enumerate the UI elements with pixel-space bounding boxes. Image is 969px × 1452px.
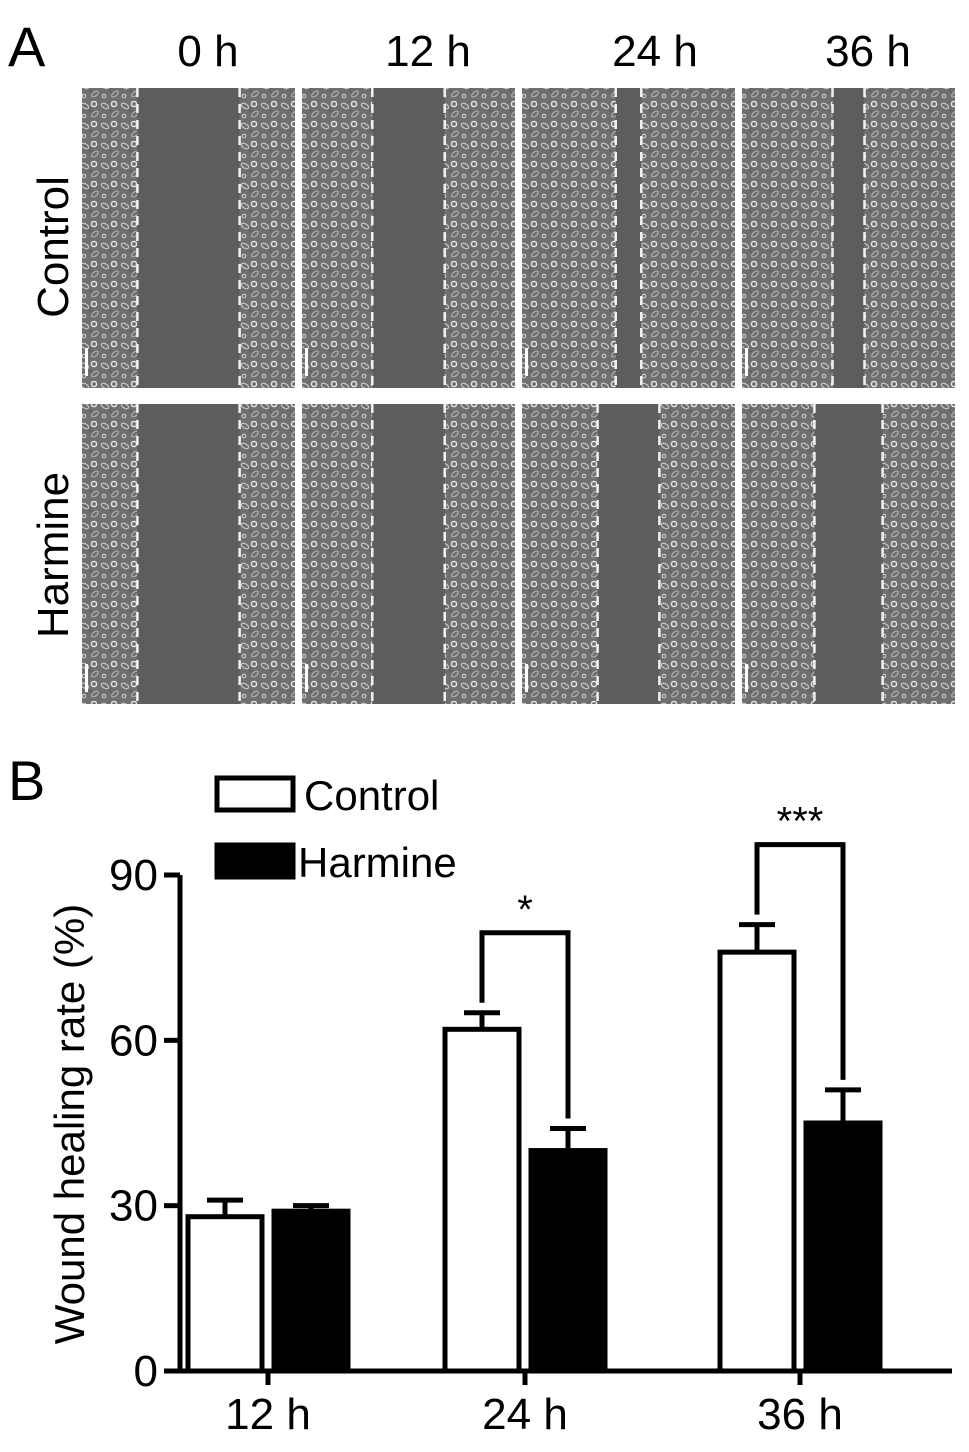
- panel-b: B Control Harmine Wound healing rate (%)…: [8, 749, 952, 1439]
- wound-gap: [597, 404, 660, 704]
- micrograph-panel: [742, 404, 955, 704]
- y-tick-label: 30: [109, 1182, 158, 1231]
- x-tick-label: 12 h: [225, 1390, 311, 1439]
- scale-bar: [745, 348, 748, 376]
- y-axis-label: Wound healing rate (%): [46, 904, 93, 1344]
- wound-gap: [832, 88, 865, 388]
- panel-a: A 0 h 12 h 24 h 36 h Control Harmine: [8, 15, 955, 704]
- legend-label-control: Control: [304, 772, 439, 819]
- bar: [185, 1214, 265, 1374]
- panel-a-label: A: [8, 15, 46, 78]
- timepoint-label: 12 h: [385, 27, 471, 76]
- micrograph-panel: [302, 404, 515, 704]
- micrograph-panel: [522, 88, 735, 388]
- timepoint-label: 24 h: [612, 27, 698, 76]
- micrograph-grid: [82, 88, 955, 704]
- scale-bar: [85, 348, 88, 376]
- bar: [717, 949, 797, 1374]
- scale-bar: [305, 348, 308, 376]
- timepoint-label: 36 h: [825, 27, 911, 76]
- scale-bar: [745, 664, 748, 692]
- y-tick-label: 60: [109, 1016, 158, 1065]
- bar: [528, 1148, 608, 1374]
- micrograph-panel: [82, 404, 295, 704]
- group-label-harmine: Harmine: [29, 472, 78, 638]
- legend-swatch-control: [214, 775, 296, 813]
- micrograph-panel: [522, 404, 735, 704]
- significance-bracket: [754, 842, 846, 1080]
- micrograph-panel: [82, 88, 295, 388]
- y-tick-label: 90: [109, 851, 158, 900]
- scale-bar: [85, 664, 88, 692]
- wound-gap: [615, 88, 642, 388]
- scale-bar: [305, 664, 308, 692]
- group-label-control: Control: [29, 176, 78, 318]
- wound-gap: [372, 88, 445, 388]
- timepoint-labels: 0 h 12 h 24 h 36 h: [177, 27, 910, 76]
- significance-bracket: [479, 930, 571, 1119]
- legend-swatch-harmine: [214, 842, 296, 880]
- scale-bar: [525, 664, 528, 692]
- bar: [271, 1208, 351, 1374]
- y-tick-label: 0: [134, 1347, 158, 1396]
- significance-label: ***: [777, 800, 824, 844]
- wound-gap: [372, 404, 445, 704]
- bar: [442, 1026, 522, 1374]
- wound-gap: [137, 88, 240, 388]
- micrograph-panel: [302, 88, 515, 388]
- x-tick-label: 24 h: [482, 1390, 568, 1439]
- x-tick-label: 36 h: [757, 1390, 843, 1439]
- legend: Control Harmine: [214, 772, 457, 886]
- legend-label-harmine: Harmine: [298, 839, 457, 886]
- panel-b-label: B: [8, 749, 45, 812]
- timepoint-label: 0 h: [177, 27, 238, 76]
- bar: [803, 1120, 883, 1374]
- micrograph-panel: [742, 88, 955, 388]
- scale-bar: [525, 348, 528, 376]
- wound-gap: [814, 404, 883, 704]
- wound-gap: [137, 404, 240, 704]
- significance-label: *: [517, 888, 533, 932]
